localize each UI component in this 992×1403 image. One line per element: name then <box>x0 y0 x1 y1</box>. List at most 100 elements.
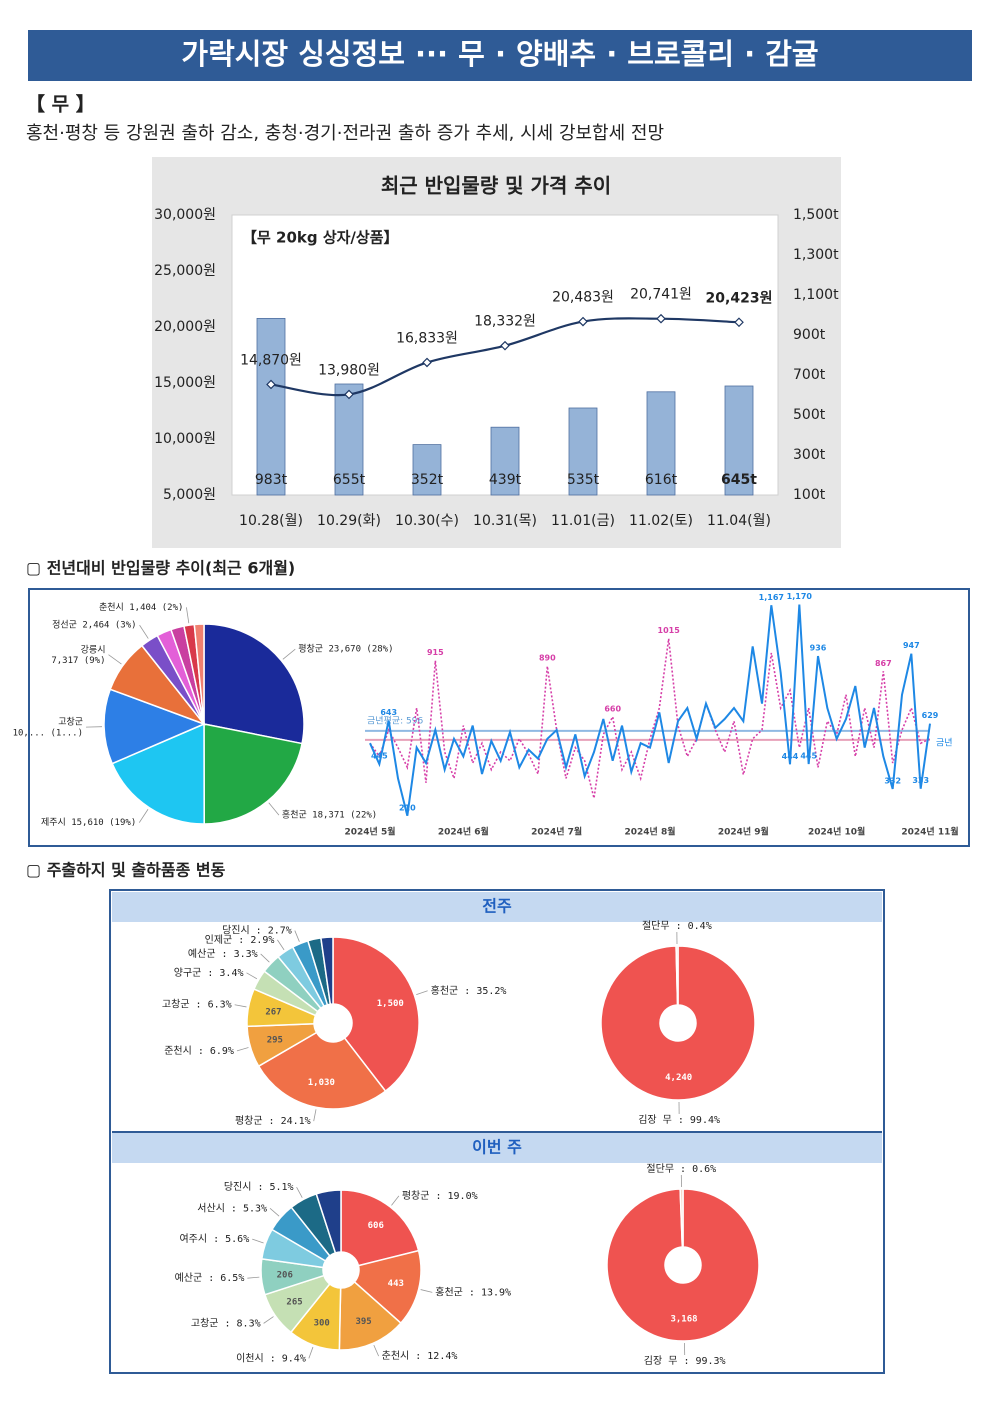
slice-label: 제주시 15,610 (19%) <box>41 817 136 828</box>
pie-slice <box>315 1189 342 1254</box>
y2-tick-label: 900t <box>793 327 826 343</box>
slice-label: 양구군 : 3.4% <box>174 967 244 979</box>
leader-line <box>391 1195 400 1206</box>
slice-count: 1,030 <box>308 1078 335 1088</box>
x-tick-label: 2024년 7월 <box>531 826 582 838</box>
bar-label: 439t <box>489 472 522 488</box>
x-tick-label: 2024년 5월 <box>344 826 395 838</box>
bar <box>256 317 286 496</box>
pie-slice <box>675 945 679 1006</box>
line-label: 16,833원 <box>396 330 458 346</box>
bar <box>646 391 676 496</box>
slice-count: 300 <box>314 1319 330 1329</box>
slice-label: 춘천시 : 12.4% <box>382 1350 458 1362</box>
y2-tick-label: 300t <box>793 447 826 463</box>
slice-label: 여주시 : 5.6% <box>179 1233 249 1245</box>
slice-count: 267 <box>265 1007 281 1017</box>
bar <box>724 385 754 496</box>
slice-count: 443 <box>388 1279 404 1289</box>
slice-label: 예산군 : 6.5% <box>175 1272 245 1284</box>
pie-slice <box>203 723 303 825</box>
y2-tick-label: 500t <box>793 407 826 423</box>
leader-line <box>373 1344 379 1357</box>
slice-label: 홍천군 : 35.2% <box>431 984 507 997</box>
leader-line <box>296 1186 303 1198</box>
point-label: 1,167 <box>759 593 784 602</box>
pie-slice <box>679 1188 684 1248</box>
point-label: 332 <box>884 776 901 785</box>
series-name: 금년 <box>936 737 953 748</box>
leader-line <box>269 1208 280 1217</box>
slice-count: 295 <box>267 1035 283 1045</box>
leader-line <box>186 607 190 624</box>
trend-line <box>369 604 931 817</box>
panel-title: 이번 주 <box>472 1138 522 1157</box>
section-heading: 【 무 】 <box>26 93 95 116</box>
leader-line <box>308 1346 314 1359</box>
leader-line <box>246 972 258 980</box>
pie-slice <box>103 688 207 765</box>
leader-line <box>282 648 296 660</box>
slice-count: 606 <box>368 1221 384 1231</box>
pie-slice <box>606 1188 760 1342</box>
point-label: 210 <box>399 803 416 812</box>
slice-label: 평창군 : 19.0% <box>402 1190 478 1202</box>
slice-label: 정선군 2,464 (3%) <box>52 620 136 631</box>
y2-tick-label: 1,100t <box>793 287 839 303</box>
x-tick-label: 2024년 6월 <box>438 826 489 838</box>
slice-label: 예산군 : 3.3% <box>188 948 258 960</box>
slice-count: 206 <box>277 1270 293 1280</box>
point-label: 445 <box>371 752 388 761</box>
leader-line <box>139 624 149 639</box>
x-tick-label: 10.30(수) <box>395 513 459 529</box>
bar-label: 616t <box>645 472 678 488</box>
bar-label: 983t <box>255 472 288 488</box>
bar-label: 352t <box>411 472 444 488</box>
section-heading: ▢ 전년대비 반입물량 추이(최근 6개월) <box>26 559 295 578</box>
point-label: 444 <box>782 752 799 761</box>
slice-label: 고창군 10,... (1...) <box>13 716 83 738</box>
slice-label: 서산시 : 5.3% <box>197 1202 267 1214</box>
pie-slice <box>600 945 756 1101</box>
chart-annotation: 【무 20kg 상자/상품】 <box>242 229 399 247</box>
x-tick-label: 2024년 11월 <box>901 826 958 838</box>
slice-label: 당진시 : 5.1% <box>224 1181 294 1193</box>
slice-label: 김장 무 : 99.3% <box>644 1355 726 1367</box>
point-label: 1015 <box>658 626 681 635</box>
leader-line <box>263 1316 274 1324</box>
slice-count: 265 <box>286 1298 302 1308</box>
leader-line <box>138 809 149 823</box>
line-label: 18,332원 <box>474 314 536 330</box>
bar-label: 645t <box>721 472 757 488</box>
slice-label: 절단무 : 0.6% <box>646 1162 716 1175</box>
leader-line <box>236 1047 249 1052</box>
point-label: 660 <box>604 704 621 713</box>
leader-line <box>313 1109 317 1122</box>
leader-line <box>420 1289 433 1293</box>
bar <box>490 426 520 496</box>
leader-line <box>108 654 122 665</box>
leader-line <box>260 953 270 963</box>
pie-slice <box>353 1249 422 1325</box>
y2-tick-label: 1,500t <box>793 207 839 223</box>
page-title: 가락시장 싱싱정보 ··· 무 · 양배추 · 브로콜리 · 감귤 <box>181 37 818 71</box>
slice-label: 당진시 : 2.7% <box>222 925 292 937</box>
line-marker <box>734 317 744 328</box>
slice-label: 준천시 : 6.9% <box>164 1045 234 1057</box>
slice-label: 고창군 : 8.3% <box>191 1317 261 1329</box>
x-tick-label: 10.29(화) <box>317 513 381 529</box>
panel-header <box>112 892 882 922</box>
y-tick-label: 10,000원 <box>154 431 216 447</box>
header-band <box>28 30 972 81</box>
chart-title: 최근 반입물량 및 가격 추이 <box>381 174 611 198</box>
point-label: 445 <box>800 752 817 761</box>
slice-label: 고창군 : 6.3% <box>162 999 232 1011</box>
point-label: 1,170 <box>787 592 813 601</box>
point-label: 643 <box>380 708 397 717</box>
point-label: 867 <box>875 659 892 668</box>
y2-tick-label: 1,300t <box>793 247 839 263</box>
x-tick-label: 11.02(토) <box>629 513 693 529</box>
y-tick-label: 15,000원 <box>154 375 216 391</box>
x-tick-label: 2024년 9월 <box>718 826 769 838</box>
